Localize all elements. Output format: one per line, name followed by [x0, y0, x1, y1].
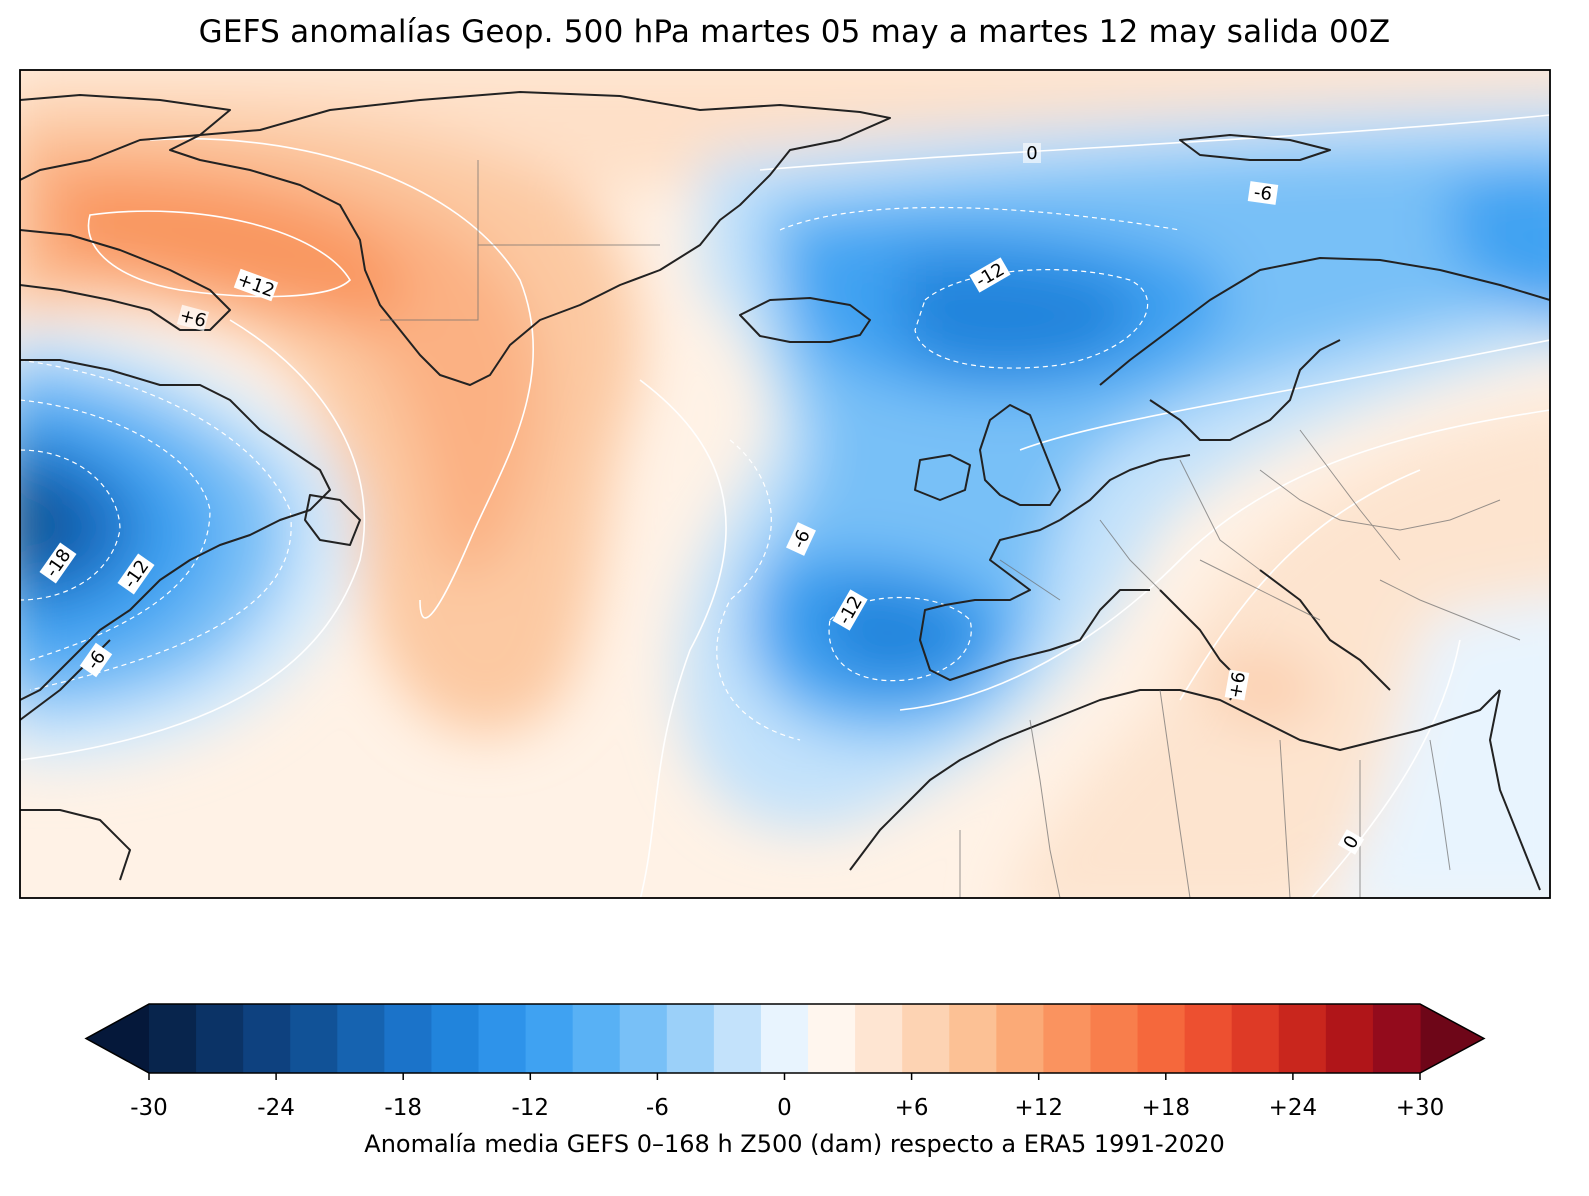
- colorbar-swatch: [525, 1004, 574, 1073]
- colorbar-tick-label: +24: [1269, 1095, 1318, 1121]
- colorbar-swatch: [996, 1004, 1044, 1073]
- colorbar-tick-label: -18: [384, 1095, 422, 1121]
- map-title: GEFS anomalías Geop. 500 hPa martes 05 m…: [198, 14, 1391, 50]
- map-frame: [19, 69, 1551, 899]
- colorbar-tick-label: +6: [895, 1095, 929, 1121]
- colorbar-swatch: [1184, 1004, 1233, 1073]
- colorbar-swatch: [808, 1004, 856, 1073]
- colorbar-swatch: [1325, 1004, 1374, 1073]
- colorbar-swatch: [243, 1004, 291, 1073]
- colorbar-swatch: [902, 1004, 950, 1073]
- contour-label: +6: [1225, 670, 1250, 700]
- colorbar-swatch: [713, 1004, 762, 1073]
- coastlines: [20, 91, 1550, 891]
- colorbar-caption: Anomalía media GEFS 0–168 h Z500 (dam) r…: [364, 1130, 1225, 1158]
- colorbar-tick-label: -30: [130, 1095, 168, 1121]
- colorbar-swatch: [666, 1004, 715, 1073]
- colorbar-swatch: [384, 1004, 433, 1073]
- colorbar-swatch: [949, 1004, 997, 1073]
- colorbar-over-arrow: [1420, 1004, 1484, 1073]
- colorbar-tick-label: -6: [646, 1095, 669, 1121]
- colorbar: -30 -24 -18 -12 -6 0 +6 +12 +18 +24 +30: [84, 1003, 1486, 1121]
- colorbar-swatch: [290, 1004, 338, 1073]
- colorbar-swatch: [431, 1004, 480, 1073]
- colorbar-tick-label: +18: [1142, 1095, 1191, 1121]
- colorbar-swatch: [478, 1004, 527, 1073]
- contour-lines: [20, 114, 1550, 898]
- colorbar-swatch: [196, 1004, 244, 1073]
- colorbar-tick-label: +12: [1014, 1095, 1063, 1121]
- colorbar-tick-label: -12: [512, 1095, 550, 1121]
- colorbar-swatch: [1090, 1004, 1139, 1073]
- colorbar-swatch: [572, 1004, 621, 1073]
- contour-label: -6: [1253, 182, 1274, 205]
- colorbar-tick-label: -24: [257, 1095, 295, 1121]
- map-panel: 0 -6 -12 +12 +6 -18 -12 -6 -6 -12 +6 0: [20, 70, 1550, 898]
- contour-label: 0: [1026, 143, 1037, 164]
- colorbar-swatch: [1278, 1004, 1327, 1073]
- colorbar-swatch: [619, 1004, 668, 1073]
- colorbar-swatch: [760, 1004, 809, 1073]
- colorbar-swatch: [1137, 1004, 1186, 1073]
- colorbar-under-arrow: [86, 1004, 149, 1073]
- colorbar-swatch: [1231, 1004, 1280, 1073]
- colorbar-swatch: [149, 1004, 197, 1073]
- colorbar-swatch: [855, 1004, 903, 1073]
- colorbar-swatch: [337, 1004, 385, 1073]
- colorbar-tick-label: 0: [777, 1095, 792, 1121]
- colorbar-swatch: [1043, 1004, 1092, 1073]
- borders: [380, 160, 1521, 898]
- colorbar-tick-label: +30: [1396, 1095, 1445, 1121]
- negative-contours: [20, 206, 1181, 741]
- colorbar-swatch: [1372, 1004, 1421, 1073]
